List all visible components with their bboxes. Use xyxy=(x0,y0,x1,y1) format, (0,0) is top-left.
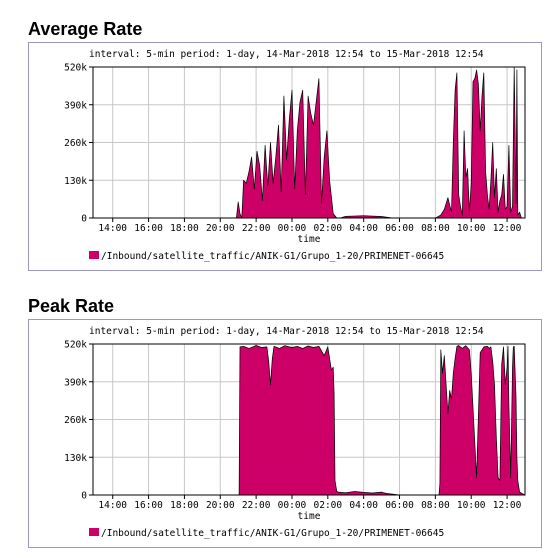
legend-swatch xyxy=(89,528,99,536)
x-tick-label: 04:00 xyxy=(349,223,378,234)
chart-panel-peak-rate: interval: 5-min period: 1-day, 14-Mar-20… xyxy=(28,319,542,548)
y-tick-label: 520k xyxy=(64,340,87,351)
x-tick-label: 16:00 xyxy=(134,500,163,511)
x-tick-label: 06:00 xyxy=(385,223,414,234)
legend-label: /Inbound/satellite_traffic/ANIK-G1/Grupo… xyxy=(101,251,444,262)
x-tick-label: 12:00 xyxy=(493,223,522,234)
x-tick-label: 10:00 xyxy=(457,223,486,234)
x-tick-label: 06:00 xyxy=(385,500,414,511)
chart-title-peak-rate: Peak Rate xyxy=(28,296,115,316)
x-tick-label: 08:00 xyxy=(421,500,450,511)
average-rate-chart: interval: 5-min period: 1-day, 14-Mar-20… xyxy=(64,49,526,262)
x-tick-label: 08:00 xyxy=(421,223,450,234)
y-tick-label: 390k xyxy=(64,377,87,388)
x-tick-label: 00:00 xyxy=(278,223,307,234)
y-tick-label: 520k xyxy=(64,63,87,74)
chart-subtitle: interval: 5-min period: 1-day, 14-Mar-20… xyxy=(89,49,484,60)
plot-area: 0 130k 260k 390k 520k 14:00 16:00 18:00 20:00 22:… xyxy=(64,63,526,234)
y-tick-label: 260k xyxy=(64,138,87,149)
x-tick-label: 18:00 xyxy=(170,500,199,511)
x-tick-label: 02:00 xyxy=(314,500,343,511)
x-tick-label: 00:00 xyxy=(278,500,307,511)
x-axis-label: time xyxy=(298,511,321,522)
y-tick-label: 130k xyxy=(64,176,87,187)
y-tick-label: 260k xyxy=(64,415,87,426)
plot-border xyxy=(92,343,526,496)
x-tick-label: 22:00 xyxy=(242,500,271,511)
x-tick-label: 04:00 xyxy=(349,500,378,511)
x-tick-label: 02:00 xyxy=(314,223,343,234)
y-tick-label: 130k xyxy=(64,453,87,464)
chart-subtitle: interval: 5-min period: 1-day, 14-Mar-20… xyxy=(89,326,484,337)
x-tick-label: 12:00 xyxy=(493,500,522,511)
legend: /Inbound/satellite_traffic/ANIK-G1/Grupo… xyxy=(89,251,444,262)
plot-area: 0 130k 260k 390k 520k 14:00 16:00 18:00 20:00 22:… xyxy=(64,340,526,511)
series-area xyxy=(92,345,526,496)
y-tick-label: 0 xyxy=(81,491,87,502)
chart-title-average-rate: Average Rate xyxy=(28,19,143,39)
y-tick-label: 0 xyxy=(81,214,87,225)
chart-panel-average-rate: interval: 5-min period: 1-day, 14-Mar-20… xyxy=(28,42,542,271)
y-tick-label: 390k xyxy=(64,100,87,111)
plot-border xyxy=(92,66,526,219)
legend: /Inbound/satellite_traffic/ANIK-G1/Grupo… xyxy=(89,528,444,539)
x-tick-label: 16:00 xyxy=(134,223,163,234)
x-tick-label: 10:00 xyxy=(457,500,486,511)
x-tick-label: 20:00 xyxy=(206,500,235,511)
x-tick-label: 14:00 xyxy=(98,500,127,511)
legend-swatch xyxy=(89,251,99,259)
x-tick-label: 22:00 xyxy=(242,223,271,234)
x-tick-label: 18:00 xyxy=(170,223,199,234)
x-tick-label: 20:00 xyxy=(206,223,235,234)
legend-label: /Inbound/satellite_traffic/ANIK-G1/Grupo… xyxy=(101,528,444,539)
x-axis-label: time xyxy=(298,234,321,245)
x-tick-label: 14:00 xyxy=(98,223,127,234)
peak-rate-chart: interval: 5-min period: 1-day, 14-Mar-20… xyxy=(64,326,526,539)
